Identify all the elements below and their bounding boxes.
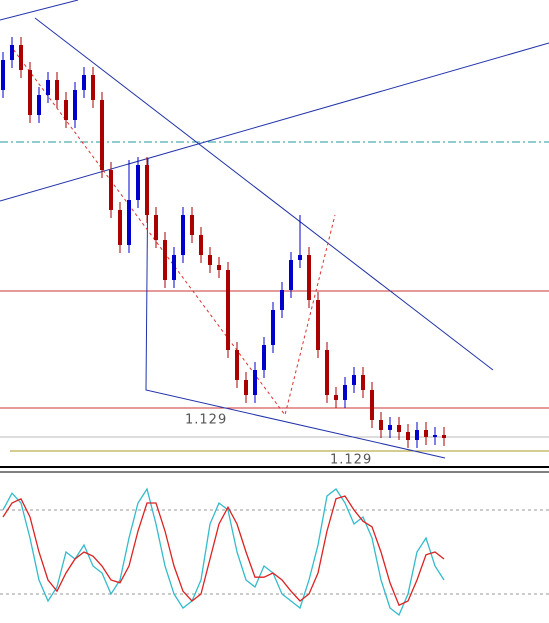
candle-body — [262, 345, 266, 370]
candle-body — [244, 380, 248, 395]
candle-body — [46, 80, 50, 95]
candle-body — [154, 215, 158, 240]
candle-body — [307, 255, 311, 300]
candle-body — [352, 375, 356, 385]
candle-body — [334, 395, 338, 400]
candle-body — [379, 420, 383, 430]
candle-body — [361, 375, 365, 390]
candle-body — [253, 370, 257, 395]
candle-body — [343, 385, 347, 400]
candle-body — [424, 430, 428, 437]
candle-body — [118, 210, 122, 245]
candle-body — [55, 80, 59, 100]
candle-body — [109, 170, 113, 210]
candle-body — [298, 255, 302, 260]
candle-body — [19, 45, 23, 70]
candle-body — [136, 165, 140, 200]
candle-body — [172, 255, 176, 280]
candle-body — [127, 200, 131, 245]
price-label: 1.129 — [330, 453, 372, 468]
candle-body — [406, 432, 410, 440]
candle-body — [1, 60, 5, 90]
trend-line — [0, 42, 549, 202]
candle-body — [217, 265, 221, 270]
candle-body — [10, 45, 14, 60]
oscillator-line — [2, 487, 445, 617]
candle-body — [316, 300, 320, 350]
candle-body — [388, 425, 392, 430]
candle-body — [91, 75, 95, 100]
candle-body — [199, 235, 203, 255]
candle-body — [280, 290, 284, 310]
candle-body — [370, 390, 374, 420]
price-label: 1.129 — [185, 413, 227, 428]
candle-body — [163, 240, 167, 280]
candle-body — [397, 425, 401, 432]
candle-body — [181, 215, 185, 255]
candle-body — [37, 95, 41, 115]
candle-body — [28, 70, 32, 115]
candle-body — [226, 270, 230, 350]
candle-body — [325, 350, 329, 395]
candle-body — [64, 100, 68, 120]
zigzag-line — [9, 44, 336, 417]
trend-line — [145, 157, 446, 459]
candle-body — [208, 255, 212, 265]
candle-body — [289, 260, 293, 290]
oscillator-line — [2, 495, 445, 607]
candle-body — [73, 90, 77, 120]
candle-body — [145, 165, 149, 215]
trend-line — [0, 0, 79, 21]
candle-body — [415, 430, 419, 440]
candle-body — [442, 435, 446, 438]
candle-body — [271, 310, 275, 345]
trend-line — [34, 17, 494, 371]
candle-body — [190, 215, 194, 235]
candle-body — [100, 100, 104, 170]
candle-body — [82, 75, 86, 90]
candle-body — [433, 435, 437, 437]
candle-body — [235, 350, 239, 380]
